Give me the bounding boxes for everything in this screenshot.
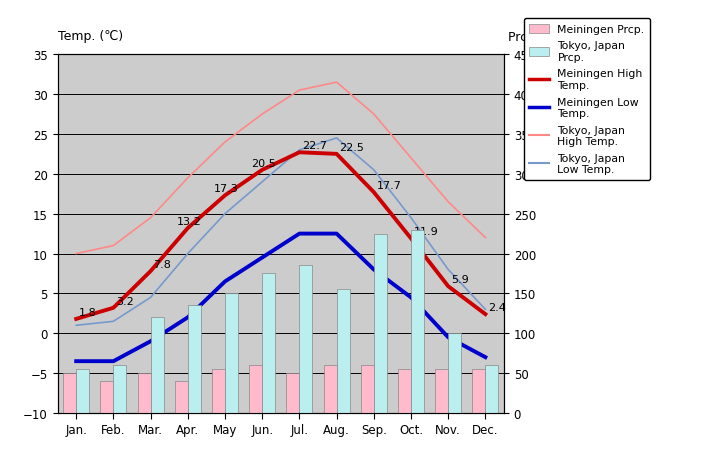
Bar — [448, 334, 462, 413]
Bar — [300, 266, 312, 413]
Bar — [472, 369, 485, 413]
Text: Prcp. (mm): Prcp. (mm) — [508, 31, 577, 44]
Bar — [323, 365, 336, 413]
Text: 3.2: 3.2 — [116, 296, 134, 306]
Bar — [262, 274, 275, 413]
Text: Temp. (℃): Temp. (℃) — [58, 30, 122, 43]
Text: 5.9: 5.9 — [451, 274, 469, 285]
Text: 17.7: 17.7 — [377, 180, 402, 190]
Bar — [76, 369, 89, 413]
Text: 13.2: 13.2 — [176, 216, 202, 226]
Bar — [138, 373, 150, 413]
Text: 22.5: 22.5 — [339, 142, 364, 152]
Bar — [175, 381, 188, 413]
Bar — [63, 373, 76, 413]
Bar — [287, 373, 300, 413]
Bar — [485, 365, 498, 413]
Text: 22.7: 22.7 — [302, 141, 327, 151]
Bar — [249, 365, 262, 413]
Bar — [225, 294, 238, 413]
Bar — [374, 234, 387, 413]
Legend: Meiningen Prcp., Tokyo, Japan
Prcp., Meiningen High
Temp., Meiningen Low
Temp., : Meiningen Prcp., Tokyo, Japan Prcp., Mei… — [524, 19, 650, 180]
Bar — [113, 365, 127, 413]
Text: 2.4: 2.4 — [488, 302, 506, 312]
Bar — [361, 365, 374, 413]
Text: 20.5: 20.5 — [251, 158, 276, 168]
Bar — [188, 306, 201, 413]
Bar — [150, 318, 163, 413]
Bar — [411, 230, 424, 413]
Bar — [398, 369, 411, 413]
Bar — [100, 381, 113, 413]
Bar — [212, 369, 225, 413]
Text: 17.3: 17.3 — [214, 184, 238, 194]
Text: 7.8: 7.8 — [153, 259, 171, 269]
Text: 11.9: 11.9 — [414, 227, 438, 237]
Bar — [336, 290, 350, 413]
Bar — [435, 369, 448, 413]
Text: 1.8: 1.8 — [79, 307, 96, 317]
